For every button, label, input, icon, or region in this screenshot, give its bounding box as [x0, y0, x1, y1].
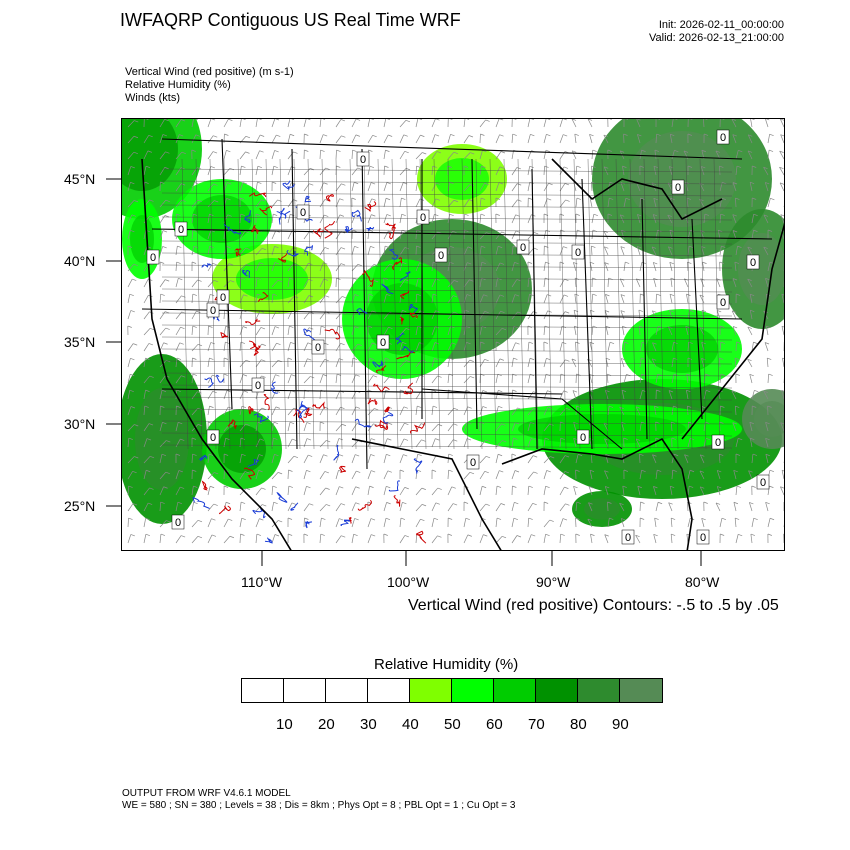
svg-text:0: 0	[760, 477, 766, 489]
colorbar-swatch	[536, 679, 578, 702]
state-borders	[141, 138, 773, 470]
zero-label: 0	[716, 129, 730, 145]
map-svg: 0 0 0 0 0 0 0 0 0 0 0 0 0 0 0 0 0 0 0 0 0 0 0 0 0	[122, 119, 784, 550]
zero-label: 0	[311, 339, 325, 355]
zero-label: 0	[356, 151, 370, 167]
colorbar-label-20: 20	[318, 716, 335, 733]
colorbar-label-50: 50	[444, 716, 461, 733]
lat-label-30n: 30°N	[64, 416, 96, 432]
colorbar-label-70: 70	[528, 716, 545, 733]
lat-label-40n: 40°N	[64, 253, 96, 269]
svg-text:0: 0	[470, 457, 476, 469]
svg-text:0: 0	[520, 242, 526, 254]
svg-text:0: 0	[315, 342, 321, 354]
colorbar-label-30: 30	[360, 716, 377, 733]
svg-text:0: 0	[300, 207, 306, 219]
svg-text:0: 0	[715, 437, 721, 449]
svg-text:0: 0	[720, 297, 726, 309]
zero-label: 0	[434, 247, 448, 263]
svg-text:0: 0	[420, 212, 426, 224]
zero-label: 0	[756, 474, 770, 490]
svg-text:0: 0	[360, 154, 366, 166]
lon-ticks	[261, 551, 702, 566]
zero-label: 0	[416, 209, 430, 225]
zero-label: 0	[716, 294, 730, 310]
lon-label-100w: 100°W	[387, 574, 430, 590]
zero-label: 0	[516, 239, 530, 255]
lon-label-110w: 110°W	[241, 574, 283, 590]
svg-text:0: 0	[150, 252, 156, 264]
svg-text:0: 0	[178, 224, 184, 236]
lon-label-90w: 90°W	[536, 574, 571, 590]
zero-label: 0	[251, 377, 265, 393]
svg-text:0: 0	[675, 182, 681, 194]
colorbar-swatch	[326, 679, 368, 702]
zero-label: 0	[296, 204, 310, 220]
coastline	[141, 158, 784, 550]
field-relative-humidity: Relative Humidity (%)	[125, 79, 231, 91]
svg-text:0: 0	[575, 247, 581, 259]
zero-label: 0	[576, 429, 590, 445]
zero-label: 0	[376, 334, 390, 350]
county-grid	[161, 158, 733, 450]
colorbar-label-10: 10	[276, 716, 293, 733]
lon-label-80w: 80°W	[685, 574, 720, 590]
footer-config: WE = 580 ; SN = 380 ; Levels = 38 ; Dis …	[122, 800, 516, 811]
svg-text:0: 0	[210, 432, 216, 444]
humidity-colorbar	[241, 678, 663, 703]
svg-text:0: 0	[750, 257, 756, 269]
colorbar-title: Relative Humidity (%)	[374, 656, 519, 673]
svg-text:0: 0	[255, 380, 261, 392]
colorbar-swatch	[578, 679, 620, 702]
plot-title: IWFAQRP Contiguous US Real Time WRF	[120, 10, 461, 30]
valid-time: Valid: 2026-02-13_21:00:00	[649, 32, 784, 44]
zero-label: 0	[696, 529, 710, 545]
colorbar-swatch	[368, 679, 410, 702]
svg-text:0: 0	[720, 132, 726, 144]
lat-label-45n: 45°N	[64, 171, 96, 187]
zero-label: 0	[174, 221, 188, 237]
zero-contour-labels: 0 0 0 0 0 0 0 0 0 0 0 0 0 0 0 0 0 0 0 0 0 0 0 0 0	[146, 129, 770, 545]
colorbar-label-60: 60	[486, 716, 503, 733]
map-panel: 0 0 0 0 0 0 0 0 0 0 0 0 0 0 0 0 0 0 0 0 0 0 0 0 0	[121, 118, 785, 551]
zero-label: 0	[171, 514, 185, 530]
zero-label: 0	[711, 434, 725, 450]
svg-text:0: 0	[175, 517, 181, 529]
colorbar-label-90: 90	[612, 716, 629, 733]
field-vertical-wind: Vertical Wind (red positive) (m s-1)	[125, 66, 294, 78]
svg-text:0: 0	[580, 432, 586, 444]
zero-label: 0	[746, 254, 760, 270]
zero-label: 0	[216, 289, 230, 305]
contour-note: Vertical Wind (red positive) Contours: -…	[408, 597, 779, 614]
field-winds: Winds (kts)	[125, 92, 180, 104]
svg-text:0: 0	[625, 532, 631, 544]
zero-label: 0	[466, 454, 480, 470]
zero-label: 0	[146, 249, 160, 265]
footer-model: OUTPUT FROM WRF V4.6.1 MODEL	[122, 788, 291, 799]
zero-label: 0	[206, 429, 220, 445]
lat-label-25n: 25°N	[64, 498, 96, 514]
svg-text:0: 0	[210, 305, 216, 317]
colorbar-label-40: 40	[402, 716, 419, 733]
colorbar-swatch	[452, 679, 494, 702]
init-time: Init: 2026-02-11_00:00:00	[658, 19, 784, 31]
colorbar-swatch	[494, 679, 536, 702]
zero-label: 0	[206, 302, 220, 318]
lat-ticks	[106, 178, 121, 507]
svg-text:0: 0	[220, 292, 226, 304]
zero-label: 0	[671, 179, 685, 195]
colorbar-label-80: 80	[570, 716, 587, 733]
svg-text:0: 0	[438, 250, 444, 262]
svg-text:0: 0	[380, 337, 386, 349]
colorbar-swatch	[284, 679, 326, 702]
colorbar-swatch	[410, 679, 452, 702]
zero-label: 0	[571, 244, 585, 260]
svg-text:0: 0	[700, 532, 706, 544]
zero-label: 0	[621, 529, 635, 545]
lat-label-35n: 35°N	[64, 334, 96, 350]
vertical-wind-contours	[192, 180, 427, 544]
colorbar-swatch	[620, 679, 662, 702]
colorbar-swatch	[242, 679, 284, 702]
